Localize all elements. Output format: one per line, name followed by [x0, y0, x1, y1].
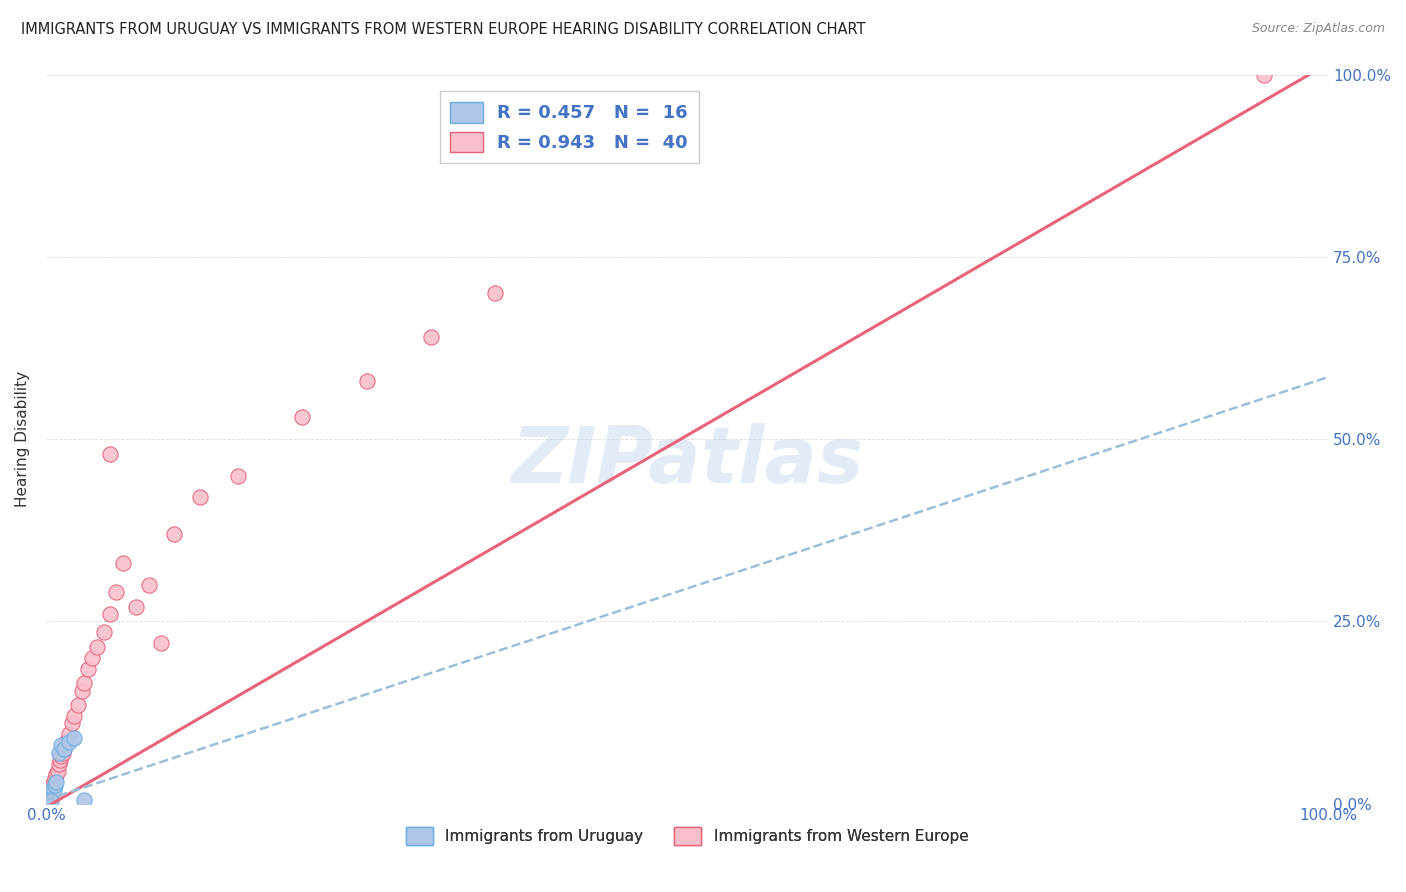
Point — [42, 783, 65, 797]
Point — [356, 374, 378, 388]
Point — [111, 556, 134, 570]
Point — [48, 746, 70, 760]
Point — [86, 640, 108, 654]
Point — [41, 778, 63, 792]
Point — [37, 789, 59, 804]
Legend: Immigrants from Uruguay, Immigrants from Western Europe: Immigrants from Uruguay, Immigrants from… — [399, 821, 974, 851]
Point — [51, 739, 73, 753]
Point — [82, 650, 104, 665]
Point — [291, 410, 314, 425]
Point — [46, 764, 69, 778]
Point — [39, 790, 62, 805]
Point — [38, 786, 60, 800]
Point — [419, 330, 441, 344]
Point — [45, 767, 67, 781]
Point — [52, 742, 75, 756]
Y-axis label: Hearing Disability: Hearing Disability — [15, 371, 30, 508]
Point — [42, 774, 65, 789]
Point — [39, 782, 62, 797]
Point — [38, 793, 60, 807]
Point — [77, 662, 100, 676]
Point — [73, 793, 96, 807]
Point — [52, 746, 75, 760]
Point — [38, 793, 60, 807]
Point — [93, 625, 115, 640]
Point — [63, 731, 86, 745]
Point — [52, 742, 75, 756]
Point — [484, 286, 506, 301]
Point — [41, 782, 63, 797]
Point — [39, 794, 62, 808]
Point — [60, 716, 83, 731]
Point — [1253, 68, 1275, 82]
Point — [63, 709, 86, 723]
Text: IMMIGRANTS FROM URUGUAY VS IMMIGRANTS FROM WESTERN EUROPE HEARING DISABILITY COR: IMMIGRANTS FROM URUGUAY VS IMMIGRANTS FR… — [21, 22, 866, 37]
Point — [70, 683, 93, 698]
Point — [44, 778, 66, 792]
Point — [44, 771, 66, 785]
Point — [125, 599, 148, 614]
Point — [55, 734, 77, 748]
Point — [37, 793, 59, 807]
Point — [98, 447, 121, 461]
Point — [105, 585, 128, 599]
Point — [38, 786, 60, 800]
Point — [38, 789, 60, 804]
Point — [226, 468, 249, 483]
Point — [73, 676, 96, 690]
Point — [98, 607, 121, 621]
Point — [188, 491, 211, 505]
Text: Source: ZipAtlas.com: Source: ZipAtlas.com — [1251, 22, 1385, 36]
Point — [48, 756, 70, 771]
Point — [138, 578, 160, 592]
Point — [150, 636, 173, 650]
Point — [49, 753, 72, 767]
Point — [66, 698, 89, 713]
Point — [51, 749, 73, 764]
Point — [163, 526, 186, 541]
Point — [58, 734, 80, 748]
Point — [45, 774, 67, 789]
Point — [58, 727, 80, 741]
Text: ZIPatlas: ZIPatlas — [510, 423, 863, 499]
